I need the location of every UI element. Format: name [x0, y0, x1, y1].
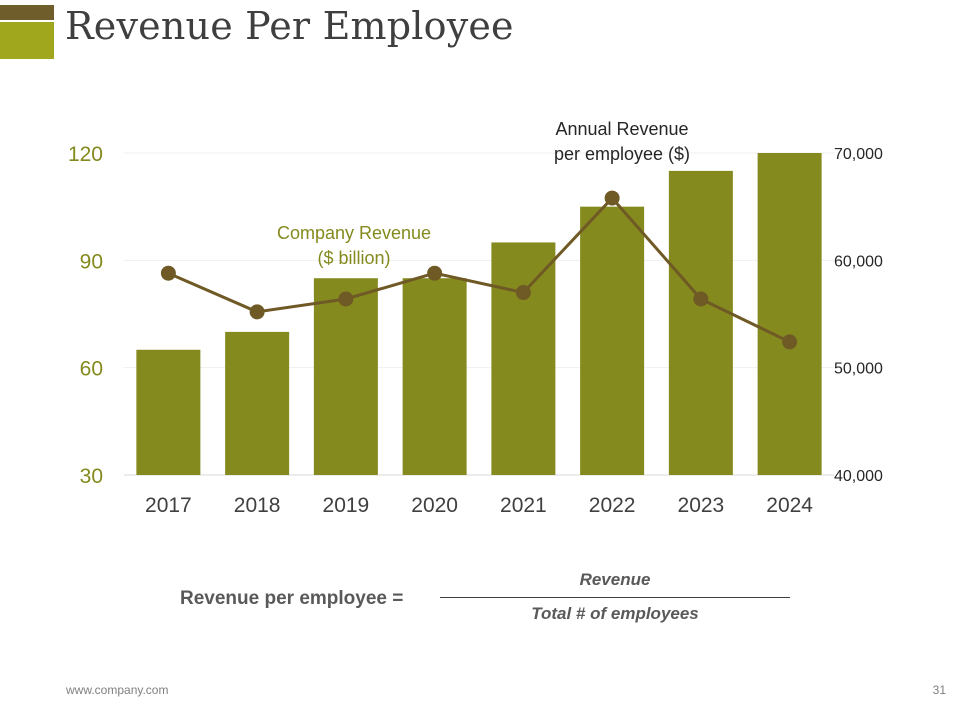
line-point-2020	[427, 265, 443, 281]
bar-2022	[580, 206, 645, 475]
bar-2019	[313, 278, 378, 475]
page-number: 31	[932, 683, 946, 697]
bar-2023	[668, 170, 733, 475]
company-revenue-annotation: ($ billion)	[317, 248, 390, 268]
bar-2020	[402, 278, 467, 475]
formula-label: Revenue per employee =	[180, 588, 404, 609]
formula-fraction-line	[440, 597, 790, 598]
right-axis-tick-label: 60,000	[834, 253, 883, 270]
revenue-per-employee-annotation: Annual Revenue	[555, 119, 688, 139]
x-axis-tick-label: 2019	[323, 494, 370, 517]
corner-accent-dark	[0, 5, 54, 20]
revenue-per-employee-line	[167, 195, 791, 344]
x-axis-tick-label: 2024	[766, 494, 813, 517]
left-axis-tick-label: 120	[68, 143, 103, 166]
bar-2017	[136, 349, 201, 475]
bar-2024	[757, 153, 822, 475]
footer-url: www.company.com	[66, 683, 169, 697]
line-point-2023	[693, 291, 709, 307]
left-axis-tick-label: 60	[80, 358, 103, 381]
x-axis-tick-label: 2023	[678, 494, 725, 517]
line-point-2021	[515, 285, 531, 301]
formula-numerator: Revenue	[579, 570, 651, 589]
corner-accent-light	[0, 22, 54, 59]
line-point-2019	[338, 291, 354, 307]
right-axis-tick-label: 50,000	[834, 361, 883, 378]
line-point-2017	[160, 265, 176, 281]
left-axis-tick-label: 30	[80, 465, 103, 488]
x-axis-tick-label: 2017	[145, 494, 192, 517]
company-revenue-annotation: Company Revenue	[277, 223, 431, 243]
line-point-2024	[782, 334, 798, 350]
left-axis-tick-label: 90	[80, 250, 103, 273]
x-axis-tick-label: 2018	[234, 494, 281, 517]
revenue-per-employee-annotation: per employee ($)	[554, 144, 690, 164]
slide-title: Revenue Per Employee	[65, 4, 514, 48]
x-axis-tick-label: 2022	[589, 494, 636, 517]
bar-2021	[491, 242, 556, 475]
line-point-2022	[604, 190, 620, 206]
right-axis-tick-label: 70,000	[834, 146, 883, 163]
revenue-chart: 30 60 90 120 40,000 50,000 60,000 70,000 2017 201…	[68, 119, 883, 517]
line-point-2018	[249, 304, 265, 320]
bar-2018	[225, 331, 290, 475]
right-axis-tick-label: 40,000	[834, 468, 883, 485]
x-axis-tick-label: 2021	[500, 494, 547, 517]
formula-denominator: Total # of employees	[531, 604, 699, 623]
x-axis-tick-label: 2020	[411, 494, 458, 517]
